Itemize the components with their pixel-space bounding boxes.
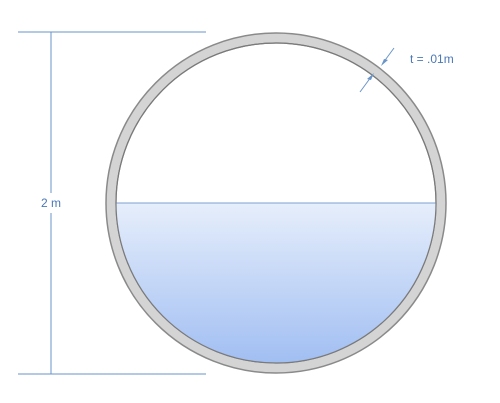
thickness-dimension: t = .01m <box>359 47 454 93</box>
height-label: 2 m <box>41 196 61 210</box>
shell-inner-outline <box>115 42 437 364</box>
thickness-arrowhead-outer <box>381 59 388 66</box>
water <box>116 202 436 363</box>
water-fill <box>116 203 436 363</box>
height-dimension: 2 m <box>18 31 206 375</box>
thickness-label: t = .01m <box>410 52 454 66</box>
thickness-arrowhead-inner <box>367 73 374 80</box>
